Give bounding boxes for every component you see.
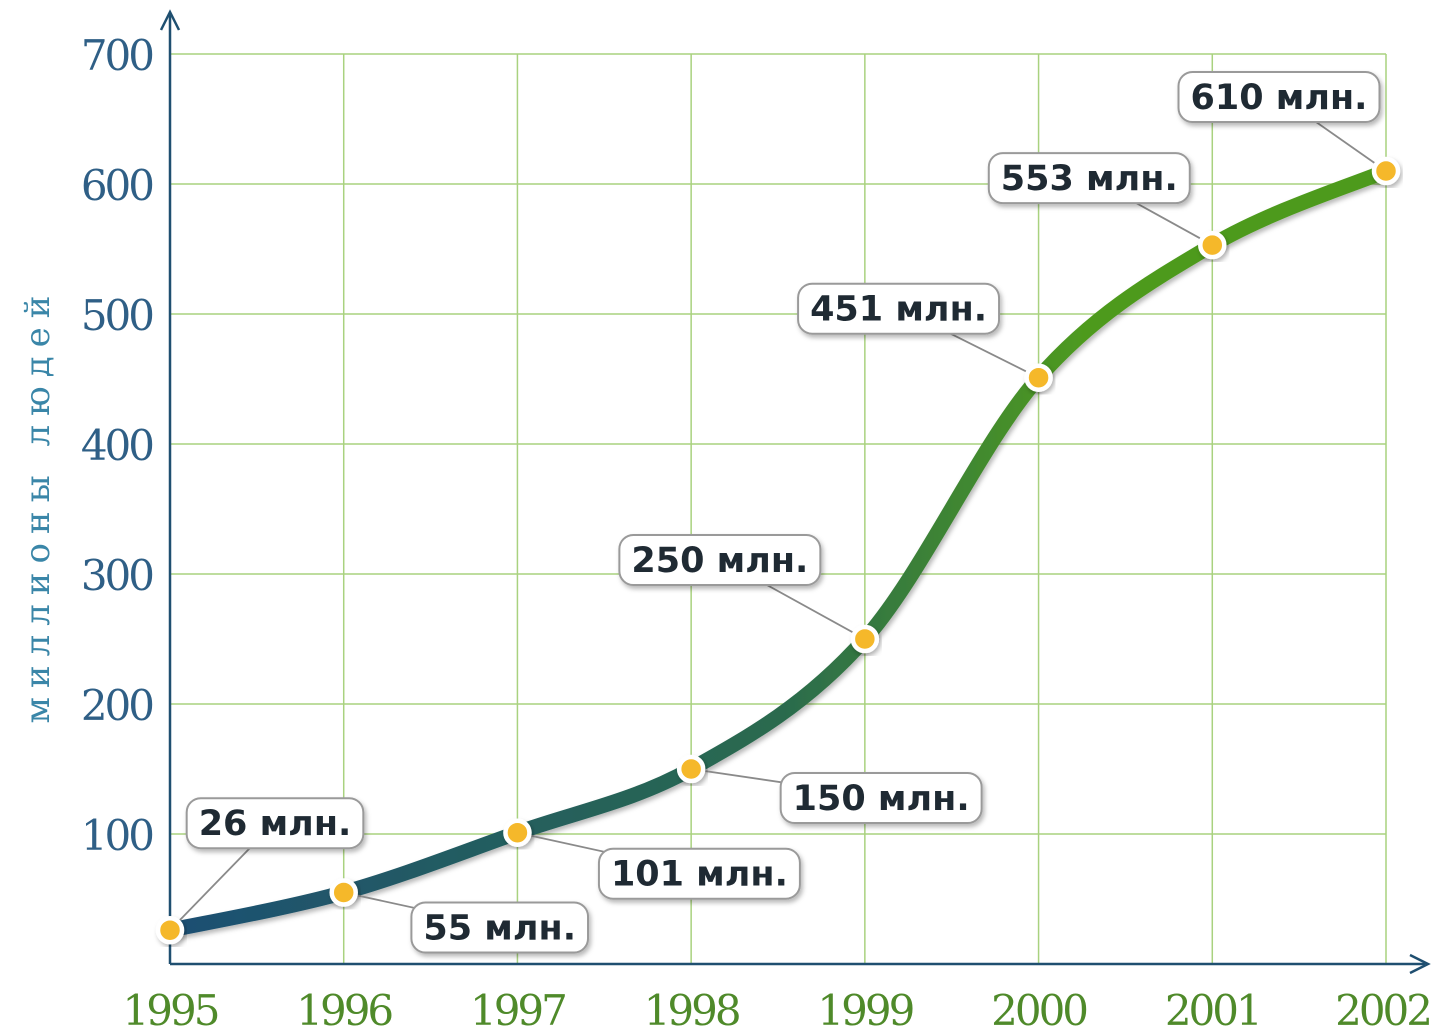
x-tick-label: 1999	[817, 986, 912, 1034]
data-label: 55 млн.	[410, 901, 590, 954]
data-label-text: 55 млн.	[423, 909, 576, 949]
data-label-text: 451 млн.	[810, 290, 987, 330]
x-tick-label: 1996	[296, 986, 392, 1034]
data-point	[1371, 156, 1401, 186]
x-tick-label: 2000	[991, 986, 1086, 1034]
data-label-box	[987, 152, 1191, 205]
data-label: 250 млн.	[618, 534, 822, 586]
data-label-text: 250 млн.	[631, 541, 808, 581]
x-tick-label: 2002	[1335, 986, 1430, 1034]
data-point	[503, 818, 532, 847]
y-tick-label: 100	[81, 811, 152, 860]
y-tick-label: 700	[81, 31, 152, 80]
data-label-box	[797, 282, 1001, 335]
y-tick-label: 200	[81, 681, 152, 730]
data-label: 101 млн.	[597, 847, 801, 900]
data-label-text: 150 млн.	[793, 779, 970, 819]
x-tick-label: 2001	[1165, 986, 1260, 1034]
data-label-text: 26 млн.	[199, 804, 352, 844]
data-label-box	[618, 534, 822, 586]
data-label-box	[410, 901, 590, 954]
data-label: 610 млн.	[1177, 71, 1381, 123]
y-tick-label: 500	[81, 291, 152, 340]
data-point	[1198, 230, 1227, 260]
data-label: 553 млн.	[987, 152, 1191, 205]
series-line	[162, 163, 1394, 938]
y-tick-label: 400	[81, 421, 152, 470]
data-point	[850, 624, 880, 654]
x-tick-label: 1997	[470, 986, 565, 1034]
data-label-box	[597, 847, 801, 900]
data-label-text: 101 млн.	[611, 855, 788, 895]
y-tick-label: 300	[81, 551, 152, 600]
data-point	[1024, 363, 1053, 392]
data-point	[676, 754, 706, 784]
y-axis-title: миллионы людей	[18, 286, 58, 724]
data-label-box	[185, 797, 365, 850]
x-tick-label: 1995	[123, 986, 218, 1034]
data-label-box	[1177, 71, 1381, 123]
data-label: 150 млн.	[779, 772, 983, 824]
data-label: 26 млн.	[185, 797, 365, 850]
data-label: 451 млн.	[797, 282, 1001, 335]
y-axis-arrow	[159, 9, 181, 31]
data-label-text: 553 млн.	[1001, 159, 1178, 199]
data-label-text: 610 млн.	[1191, 78, 1368, 118]
x-tick-label: 1998	[644, 986, 739, 1034]
data-label-box	[779, 772, 983, 824]
y-tick-label: 600	[81, 161, 152, 210]
x-axis-arrow	[1409, 953, 1431, 975]
data-point	[155, 915, 185, 945]
data-point	[329, 878, 358, 907]
